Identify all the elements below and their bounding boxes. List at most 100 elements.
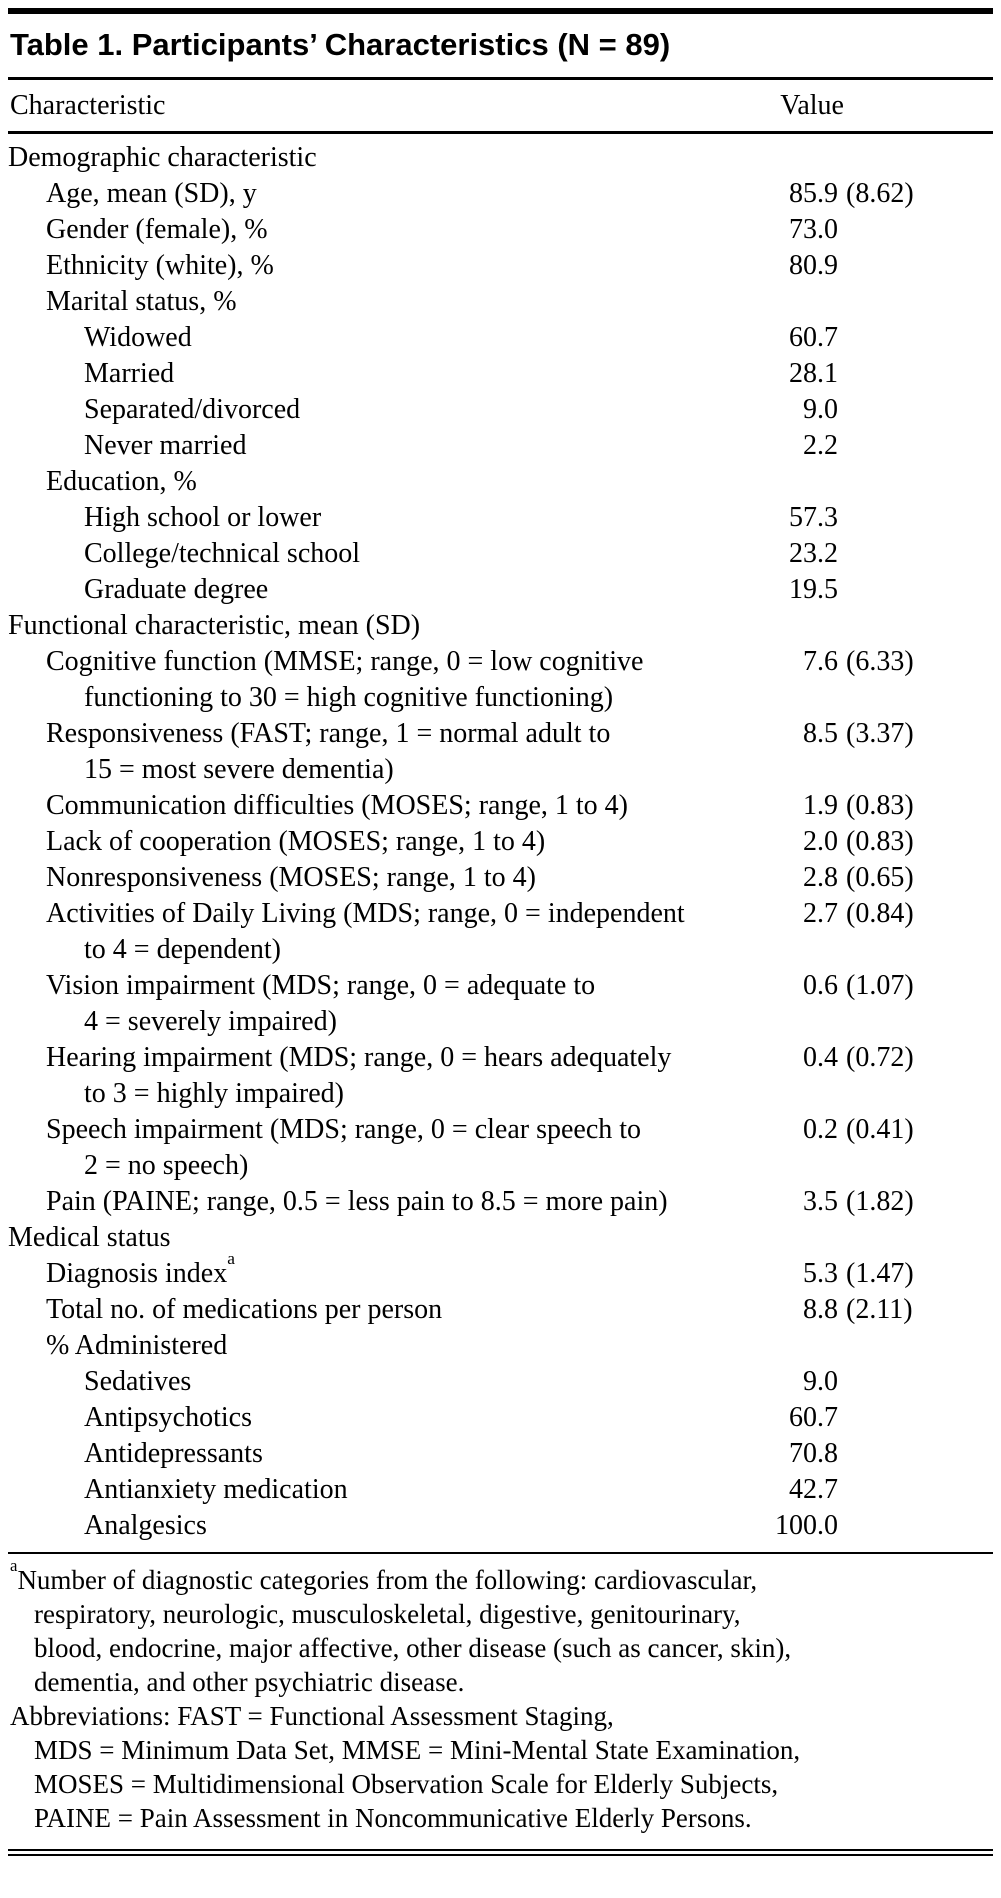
table-row: Vision impairment (MDS; range, 0 = adequ… — [8, 968, 993, 1040]
footnote-marker: a — [10, 1556, 18, 1576]
row-label: Total no. of medications per person — [46, 1294, 443, 1325]
row-label: Age, mean (SD), y — [46, 178, 257, 209]
row-label: Widowed — [84, 322, 192, 353]
value-number: 2.2 — [803, 430, 838, 461]
value-number: 3.5 — [803, 1186, 838, 1217]
value-number: 1.9 — [803, 790, 838, 821]
table-row: Speech impairment (MDS; range, 0 = clear… — [8, 1112, 993, 1184]
table-row: Antipsychotics 60.7 — [8, 1400, 993, 1436]
row-label: Nonresponsiveness (MOSES; range, 1 to 4) — [46, 862, 536, 893]
row-value: 42.7 — [758, 1472, 993, 1508]
row-label: Never married — [84, 430, 247, 461]
table-row: Education, % — [8, 464, 993, 500]
row-label: Pain (PAINE; range, 0.5 = less pain to 8… — [46, 1186, 668, 1217]
row-label: Vision impairment (MDS; range, 0 = adequ… — [46, 970, 596, 1037]
value-sd: (1.47) — [846, 1258, 914, 1289]
value-sd: (0.84) — [846, 898, 914, 929]
row-value: 0.6 (1.07) — [758, 968, 993, 1004]
row-label: % Administered — [46, 1330, 228, 1361]
row-label: Antipsychotics — [84, 1402, 252, 1433]
row-value: 2.0 (0.83) — [758, 824, 993, 860]
value-sd: (0.41) — [846, 1114, 914, 1145]
value-number: 60.7 — [789, 1402, 838, 1433]
rule-above-footnotes — [8, 1552, 993, 1554]
row-label: Medical status — [8, 1222, 171, 1253]
value-number: 5.3 — [803, 1258, 838, 1289]
table-row: Pain (PAINE; range, 0.5 = less pain to 8… — [8, 1184, 993, 1220]
table-row: Lack of cooperation (MOSES; range, 1 to … — [8, 824, 993, 860]
row-label: Antidepressants — [84, 1438, 263, 1469]
row-value: 73.0 — [758, 212, 993, 248]
rule-under-header — [8, 131, 993, 134]
footnote: aNumber of diagnostic categories from th… — [10, 1558, 991, 1699]
table-row: Married 28.1 — [8, 356, 993, 392]
row-value: 2.7 (0.84) — [758, 896, 993, 932]
value-number: 23.2 — [789, 538, 838, 569]
row-value: 2.8 (0.65) — [758, 860, 993, 896]
table-row: Demographic characteristic — [8, 140, 993, 176]
row-value: 3.5 (1.82) — [758, 1184, 993, 1220]
rule-bottom — [8, 1849, 993, 1856]
value-sd: (0.83) — [846, 826, 914, 857]
row-value: 19.5 — [758, 572, 993, 608]
row-label: Demographic characteristic — [8, 142, 317, 173]
row-value: 7.6 (6.33) — [758, 644, 993, 680]
rule-under-title — [8, 77, 993, 80]
value-sd: (1.82) — [846, 1186, 914, 1217]
row-label: High school or lower — [84, 502, 322, 533]
row-value: 2.2 — [758, 428, 993, 464]
value-sd: (3.37) — [846, 718, 914, 749]
table-row: Never married 2.2 — [8, 428, 993, 464]
row-label: Hearing impairment (MDS; range, 0 = hear… — [46, 1042, 672, 1109]
row-label: Diagnosis indexa — [46, 1248, 235, 1289]
table-row: Diagnosis indexa 5.3 (1.47) — [8, 1248, 993, 1292]
row-label: Responsiveness (FAST; range, 1 = normal … — [46, 718, 611, 785]
row-value: 70.8 — [758, 1436, 993, 1472]
table-row: Antidepressants 70.8 — [8, 1436, 993, 1472]
value-number: 8.8 — [803, 1294, 838, 1325]
table-row: Marital status, % — [8, 284, 993, 320]
row-label: Antianxiety medication — [84, 1474, 348, 1505]
row-value: 1.9 (0.83) — [758, 788, 993, 824]
row-label: Communication difficulties (MOSES; range… — [46, 790, 628, 821]
value-sd: (8.62) — [846, 178, 914, 209]
value-sd: (6.33) — [846, 646, 914, 677]
row-label: Education, % — [46, 466, 197, 497]
value-number: 57.3 — [789, 502, 838, 533]
row-value: 60.7 — [758, 320, 993, 356]
value-sd: (0.83) — [846, 790, 914, 821]
row-value: 28.1 — [758, 356, 993, 392]
value-sd: (1.07) — [846, 970, 914, 1001]
row-label: Functional characteristic, mean (SD) — [8, 610, 421, 641]
row-value: 8.8 (2.11) — [758, 1292, 993, 1328]
row-label: Lack of cooperation (MOSES; range, 1 to … — [46, 826, 546, 857]
value-number: 8.5 — [803, 718, 838, 749]
value-number: 0.2 — [803, 1114, 838, 1145]
table-body: Demographic characteristic Age, mean (SD)… — [8, 134, 993, 1552]
row-label: Analgesics — [84, 1510, 207, 1541]
value-number: 85.9 — [789, 178, 838, 209]
value-number: 42.7 — [789, 1474, 838, 1505]
table-row: Functional characteristic, mean (SD) — [8, 608, 993, 644]
table-row: Responsiveness (FAST; range, 1 = normal … — [8, 716, 993, 788]
row-label: Activities of Daily Living (MDS; range, … — [46, 898, 685, 965]
row-label: Cognitive function (MMSE; range, 0 = low… — [46, 646, 644, 713]
table-header-row: Characteristic Value — [8, 80, 993, 131]
row-value: 9.0 — [758, 392, 993, 428]
value-sd: (0.72) — [846, 1042, 914, 1073]
column-header-value-label: Value — [780, 90, 844, 121]
value-number: 28.1 — [789, 358, 838, 389]
row-label: Graduate degree — [84, 574, 269, 605]
column-header-characteristic: Characteristic — [10, 90, 166, 121]
row-value: 0.2 (0.41) — [758, 1112, 993, 1148]
table-row: Communication difficulties (MOSES; range… — [8, 788, 993, 824]
value-number: 2.8 — [803, 862, 838, 893]
table-row: Nonresponsiveness (MOSES; range, 1 to 4)… — [8, 860, 993, 896]
row-label: Marital status, % — [46, 286, 237, 317]
footnote-text: Number of diagnostic categories from the… — [17, 1565, 792, 1697]
table-row: Age, mean (SD), y 85.9 (8.62) — [8, 176, 993, 212]
footnote: Abbreviations: FAST = Functional Assessm… — [10, 1699, 991, 1835]
value-number: 2.7 — [803, 898, 838, 929]
table-row: Widowed 60.7 — [8, 320, 993, 356]
value-number: 2.0 — [803, 826, 838, 857]
